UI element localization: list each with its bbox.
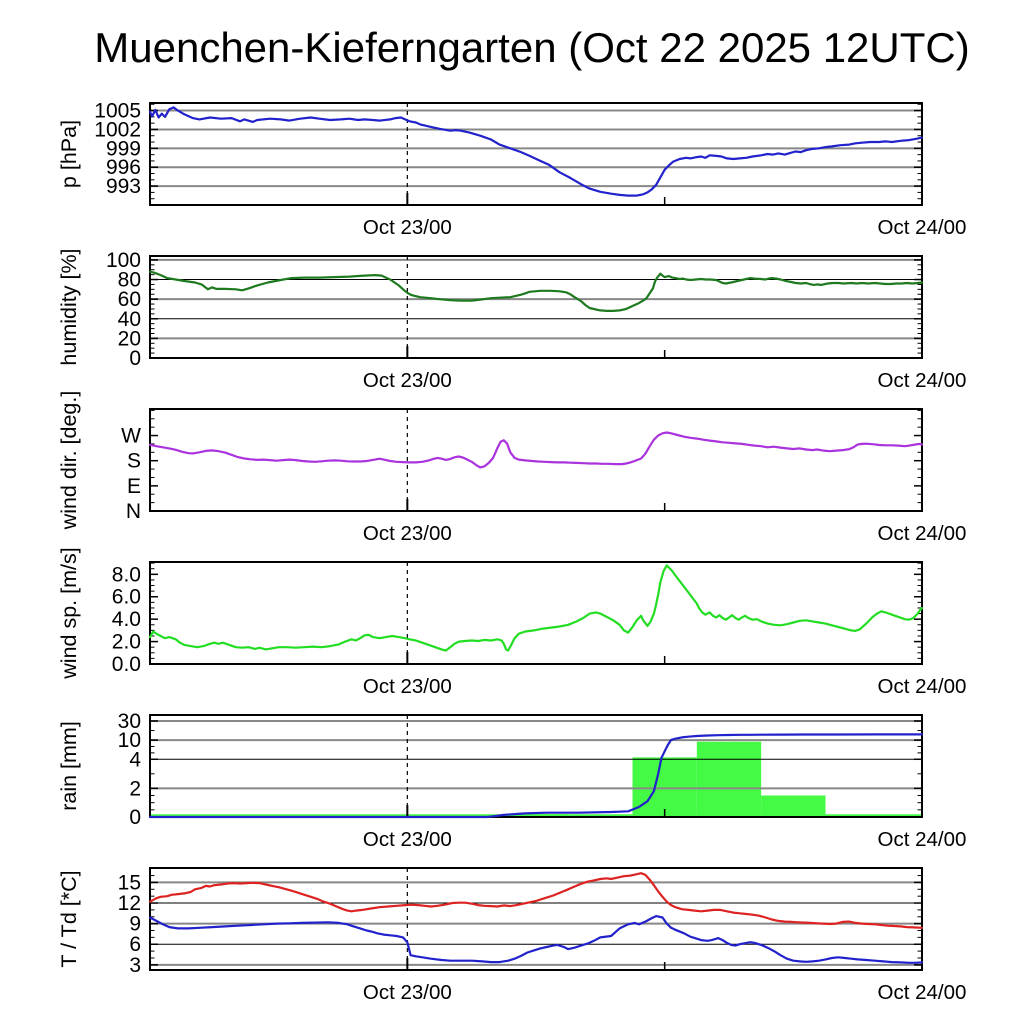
rain-bar — [632, 757, 697, 817]
y-axis-label: T / Td [*C] — [57, 870, 81, 967]
y-tick-label: 15 — [118, 871, 141, 894]
x-tick-label: Oct 24/00 — [878, 675, 967, 698]
y-tick-label: 4.0 — [112, 608, 141, 631]
y-tick-label: 10 — [118, 729, 141, 752]
y-axis-label: wind sp. [m/s] — [57, 547, 81, 679]
rain-accumulated-line — [148, 733, 924, 819]
rain-bar — [761, 795, 826, 817]
rain-bars — [150, 741, 922, 817]
x-tick-label: Oct 24/00 — [878, 828, 967, 851]
temperature-line — [148, 872, 924, 929]
y-tick-label: E — [127, 475, 141, 498]
y-tick-label: 1002 — [94, 118, 141, 141]
y-tick-label: 0.0 — [112, 653, 141, 676]
x-tick-label: Oct 23/00 — [363, 981, 452, 1004]
y-tick-label: 999 — [106, 137, 141, 160]
wind-speed-line — [148, 564, 924, 652]
y-tick-label: 0 — [129, 347, 141, 370]
y-tick-label: S — [127, 450, 141, 473]
y-tick-label: N — [126, 500, 141, 523]
y-tick-label: 6.0 — [112, 586, 141, 609]
panel-border — [149, 102, 923, 206]
y-tick-label: 2.0 — [112, 631, 141, 654]
x-tick-label: Oct 24/00 — [878, 216, 967, 239]
dew-point-line — [148, 914, 924, 964]
y-tick-label: 60 — [118, 288, 141, 311]
panel-border — [149, 867, 923, 971]
y-tick-label: W — [121, 425, 141, 448]
y-axis-label: rain [mm] — [57, 721, 81, 811]
chart-title: Muenchen-Kieferngarten (Oct 22 2025 12UT… — [94, 24, 970, 71]
y-tick-label: 20 — [118, 327, 141, 350]
panel-border — [149, 714, 923, 818]
y-tick-label: 80 — [118, 269, 141, 292]
x-tick-label: Oct 23/00 — [363, 828, 452, 851]
panel-border — [149, 561, 923, 665]
x-tick-label: Oct 24/00 — [878, 981, 967, 1004]
y-axis-label: humidity [%] — [57, 248, 81, 365]
y-tick-label: 100 — [106, 249, 141, 272]
y-tick-label: 993 — [106, 175, 141, 198]
humidity-line — [148, 270, 924, 312]
x-tick-label: Oct 24/00 — [878, 522, 967, 545]
y-tick-label: 12 — [118, 892, 141, 915]
y-tick-label: 3 — [129, 954, 141, 977]
y-tick-label: 6 — [129, 933, 141, 956]
y-tick-label: 0 — [129, 806, 141, 829]
x-tick-label: Oct 23/00 — [363, 216, 452, 239]
x-tick-label: Oct 24/00 — [878, 369, 967, 392]
y-tick-label: 9 — [129, 913, 141, 936]
y-tick-label: 996 — [106, 156, 141, 179]
rain-bar — [696, 741, 762, 817]
panel-border — [149, 255, 923, 359]
x-tick-label: Oct 23/00 — [363, 369, 452, 392]
y-axis-label: p [hPa] — [57, 120, 81, 188]
y-axis-label: wind dir. [deg.] — [57, 391, 81, 531]
y-tick-label: 1005 — [94, 100, 141, 123]
pressure-line — [148, 106, 924, 197]
y-tick-label: 2 — [129, 777, 141, 800]
wind-direction-line — [148, 431, 924, 469]
y-tick-label: 4 — [129, 748, 141, 771]
y-tick-label: 40 — [118, 308, 141, 331]
panel-wind-speed: 0.02.04.06.08.0 Oct 23/00 Oct 24/00 wind sp… — [57, 547, 966, 698]
x-tick-label: Oct 23/00 — [363, 675, 452, 698]
y-tick-label: 8.0 — [112, 563, 141, 586]
x-tick-label: Oct 23/00 — [363, 522, 452, 545]
y-tick-label: 30 — [118, 710, 141, 733]
